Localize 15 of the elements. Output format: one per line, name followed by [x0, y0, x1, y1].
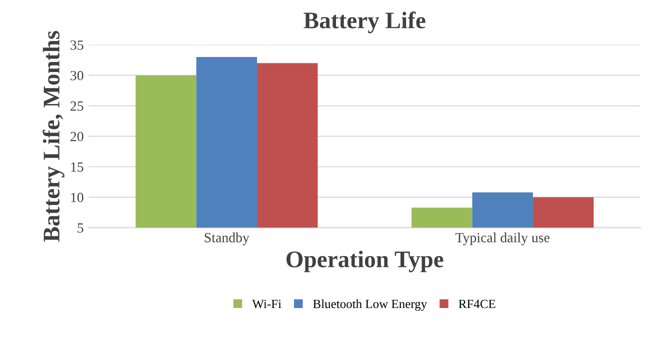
x-tick-label: Typical daily use	[456, 232, 550, 246]
y-tick-label: 30	[70, 70, 84, 80]
chart-title: Battery Life	[304, 12, 426, 34]
legend-label: Bluetooth Low Energy	[313, 299, 428, 311]
y-tick-label: 5	[78, 223, 84, 233]
legend-label: RF4CE	[458, 300, 496, 308]
y-tick-label: 20	[70, 132, 84, 142]
y-tick-label: 10	[71, 192, 84, 202]
x-axis-title: Operation Type	[286, 250, 444, 272]
y-axis-title: Battery Life, Months	[42, 30, 64, 242]
y-tick-label: 25	[70, 101, 84, 111]
y-tick-label: 35	[70, 40, 84, 50]
x-tick-label: Standby	[204, 232, 250, 246]
legend-label: Wi-Fi	[252, 300, 282, 308]
y-tick-label: 15	[71, 162, 84, 172]
